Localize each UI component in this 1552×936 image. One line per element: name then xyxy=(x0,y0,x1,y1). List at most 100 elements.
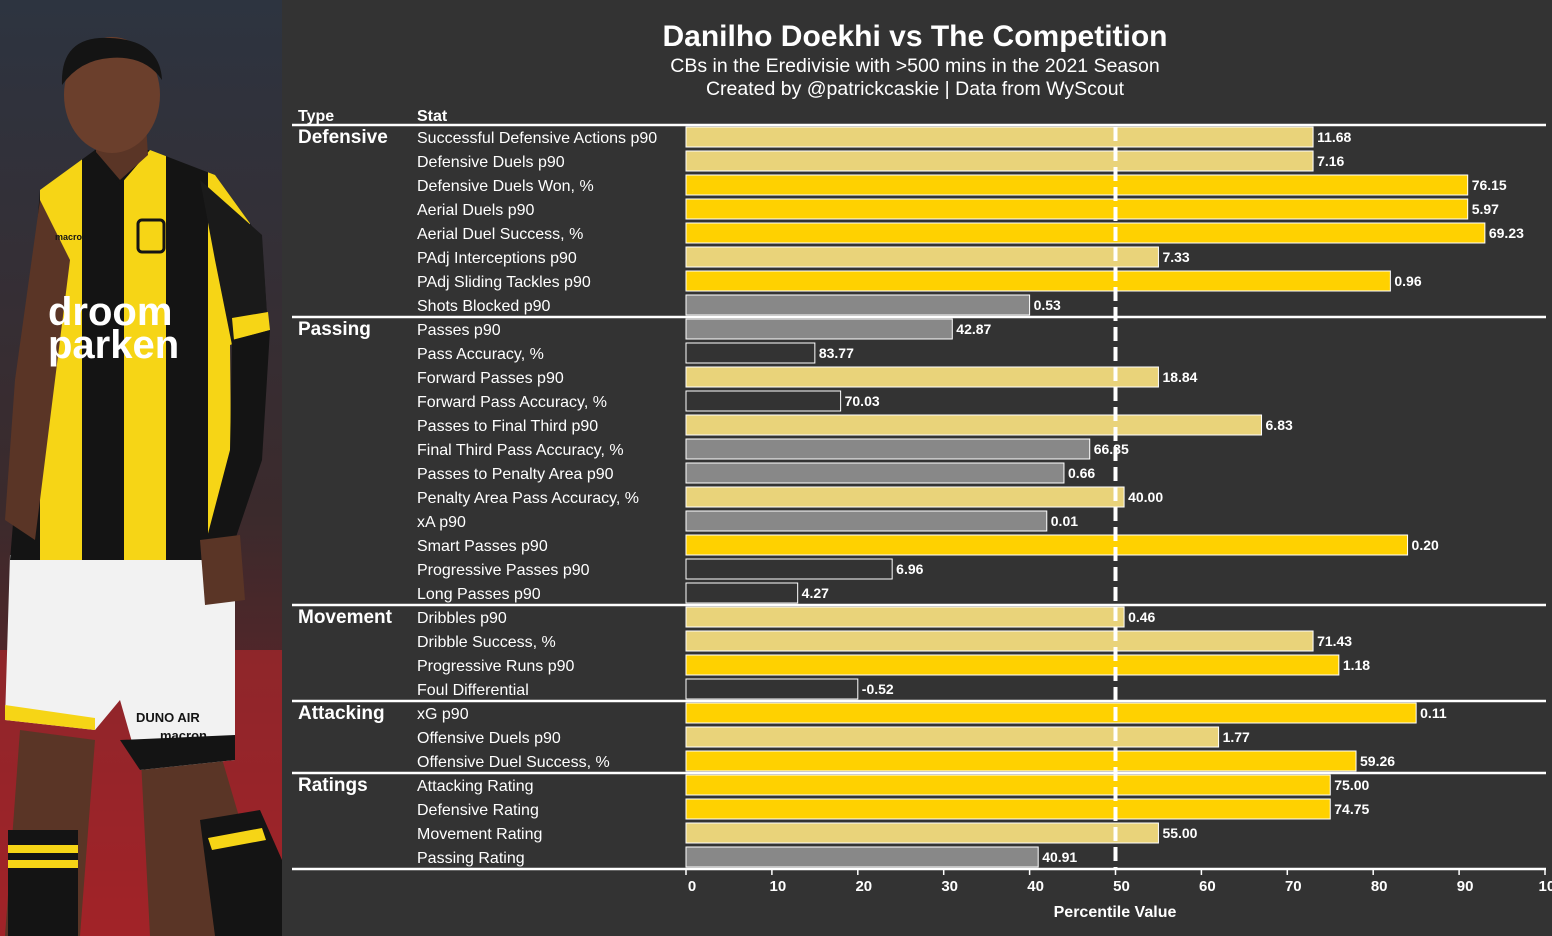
value-label: 42.87 xyxy=(956,321,991,337)
bar xyxy=(685,174,1469,196)
chart-subtitle: CBs in the Eredivisie with >500 mins in … xyxy=(670,55,1159,77)
value-label: 7.16 xyxy=(1317,153,1344,169)
stat-label: PAdj Sliding Tackles p90 xyxy=(417,274,591,291)
bar xyxy=(685,390,842,412)
stat-label: Progressive Runs p90 xyxy=(417,658,575,675)
shorts-sponsor: DUNO AIR xyxy=(136,710,200,725)
bar xyxy=(685,582,799,604)
x-tick-label: 30 xyxy=(941,878,958,895)
stat-label: Forward Passes p90 xyxy=(417,370,564,387)
player-photo-illustration: droom parken macron DUNO AIR macron xyxy=(0,0,282,936)
bar xyxy=(685,726,1220,748)
bar xyxy=(685,366,1159,388)
x-tick-label: 20 xyxy=(855,878,872,895)
value-label: 76.15 xyxy=(1472,177,1507,193)
stat-label: xA p90 xyxy=(417,514,466,531)
bar xyxy=(685,534,1409,556)
bar xyxy=(685,318,953,340)
bar xyxy=(685,606,1125,628)
stat-label: xG p90 xyxy=(417,706,469,723)
value-label: 0.66 xyxy=(1068,465,1095,481)
chart-credit: Created by @patrickcaskie | Data from Wy… xyxy=(706,78,1125,100)
value-label: 74.75 xyxy=(1334,801,1369,817)
stat-label: Shots Blocked p90 xyxy=(417,298,551,315)
x-tick-label: 50 xyxy=(1113,878,1130,895)
value-label: -0.52 xyxy=(862,681,894,697)
value-label: 18.84 xyxy=(1162,369,1197,385)
bars xyxy=(685,126,1486,868)
x-tick-label: 100 xyxy=(1538,878,1552,895)
bar xyxy=(685,654,1340,676)
x-axis: 0 10 20 30 40 50 60 70 80 90 100 xyxy=(685,869,1552,895)
value-label: 40.00 xyxy=(1128,489,1163,505)
group-label: Defensive xyxy=(298,127,388,148)
stat-label: Passes to Penalty Area p90 xyxy=(417,466,614,483)
bar xyxy=(685,294,1031,316)
group-label: Passing xyxy=(298,319,371,340)
value-label: 5.97 xyxy=(1472,201,1499,217)
stat-label: Attacking Rating xyxy=(417,778,534,795)
column-header-stat: Stat xyxy=(417,108,448,125)
bar xyxy=(685,414,1263,436)
bar xyxy=(685,678,859,700)
shirt-sponsor-line2: parken xyxy=(48,323,179,367)
stat-label: Forward Pass Accuracy, % xyxy=(417,394,607,411)
bar xyxy=(685,750,1357,772)
value-label: 70.03 xyxy=(845,393,880,409)
stat-label: Offensive Duel Success, % xyxy=(417,754,610,771)
bar xyxy=(685,630,1314,652)
x-tick-label: 80 xyxy=(1371,878,1388,895)
value-label: 66.85 xyxy=(1094,441,1129,457)
bar xyxy=(685,342,816,364)
group-labels: Defensive Passing Movement Attacking Ratings xyxy=(298,127,393,796)
x-tick-label: 0 xyxy=(688,878,696,895)
value-label: 0.53 xyxy=(1034,297,1061,313)
stat-label: Passes p90 xyxy=(417,322,501,339)
bar xyxy=(685,198,1469,220)
value-label: 0.20 xyxy=(1412,537,1439,553)
stat-label: Offensive Duels p90 xyxy=(417,730,561,747)
stat-label: Dribble Success, % xyxy=(417,634,556,651)
bar xyxy=(685,246,1159,268)
bar xyxy=(685,486,1125,508)
bar xyxy=(685,150,1314,172)
bar xyxy=(685,126,1314,148)
stat-label: Foul Differential xyxy=(417,682,529,699)
value-label: 75.00 xyxy=(1334,777,1369,793)
stat-label: Aerial Duel Success, % xyxy=(417,226,583,243)
stat-label: Penalty Area Pass Accuracy, % xyxy=(417,490,639,507)
bar xyxy=(685,510,1048,532)
x-tick-label: 40 xyxy=(1027,878,1044,895)
value-label: 1.18 xyxy=(1343,657,1370,673)
shirt-sponsor-line1: droom xyxy=(48,290,172,334)
value-label: 55.00 xyxy=(1162,825,1197,841)
shorts-brand: macron xyxy=(160,728,207,743)
bar xyxy=(685,222,1486,244)
stat-label: Passing Rating xyxy=(417,850,525,867)
bar xyxy=(685,462,1065,484)
bar xyxy=(685,846,1039,868)
bar xyxy=(685,438,1091,460)
bar xyxy=(685,798,1331,820)
stat-label: Progressive Passes p90 xyxy=(417,562,590,579)
group-label: Attacking xyxy=(298,703,385,724)
group-label: Ratings xyxy=(298,775,368,796)
value-label: 7.33 xyxy=(1162,249,1189,265)
value-label: 0.96 xyxy=(1394,273,1421,289)
value-label: 11.68 xyxy=(1317,129,1351,145)
stat-label: Passes to Final Third p90 xyxy=(417,418,598,435)
value-labels: 11.68 7.16 76.15 5.97 69.23 7.33 0.96 0.53 42.87… xyxy=(802,129,1524,865)
stat-label: Movement Rating xyxy=(417,826,542,843)
value-label: 69.23 xyxy=(1489,225,1524,241)
x-tick-label: 10 xyxy=(770,878,787,895)
value-label: 4.27 xyxy=(802,585,829,601)
group-separators xyxy=(292,123,1546,871)
x-axis-title: Percentile Value xyxy=(1054,904,1177,921)
stat-label: Smart Passes p90 xyxy=(417,538,548,555)
stat-label: Defensive Duels p90 xyxy=(417,154,565,171)
bar xyxy=(685,702,1417,724)
chart-title: Danilho Doekhi vs The Competition xyxy=(662,20,1167,53)
value-label: 6.96 xyxy=(896,561,923,577)
stat-label: Long Passes p90 xyxy=(417,586,541,603)
bar xyxy=(685,822,1159,844)
